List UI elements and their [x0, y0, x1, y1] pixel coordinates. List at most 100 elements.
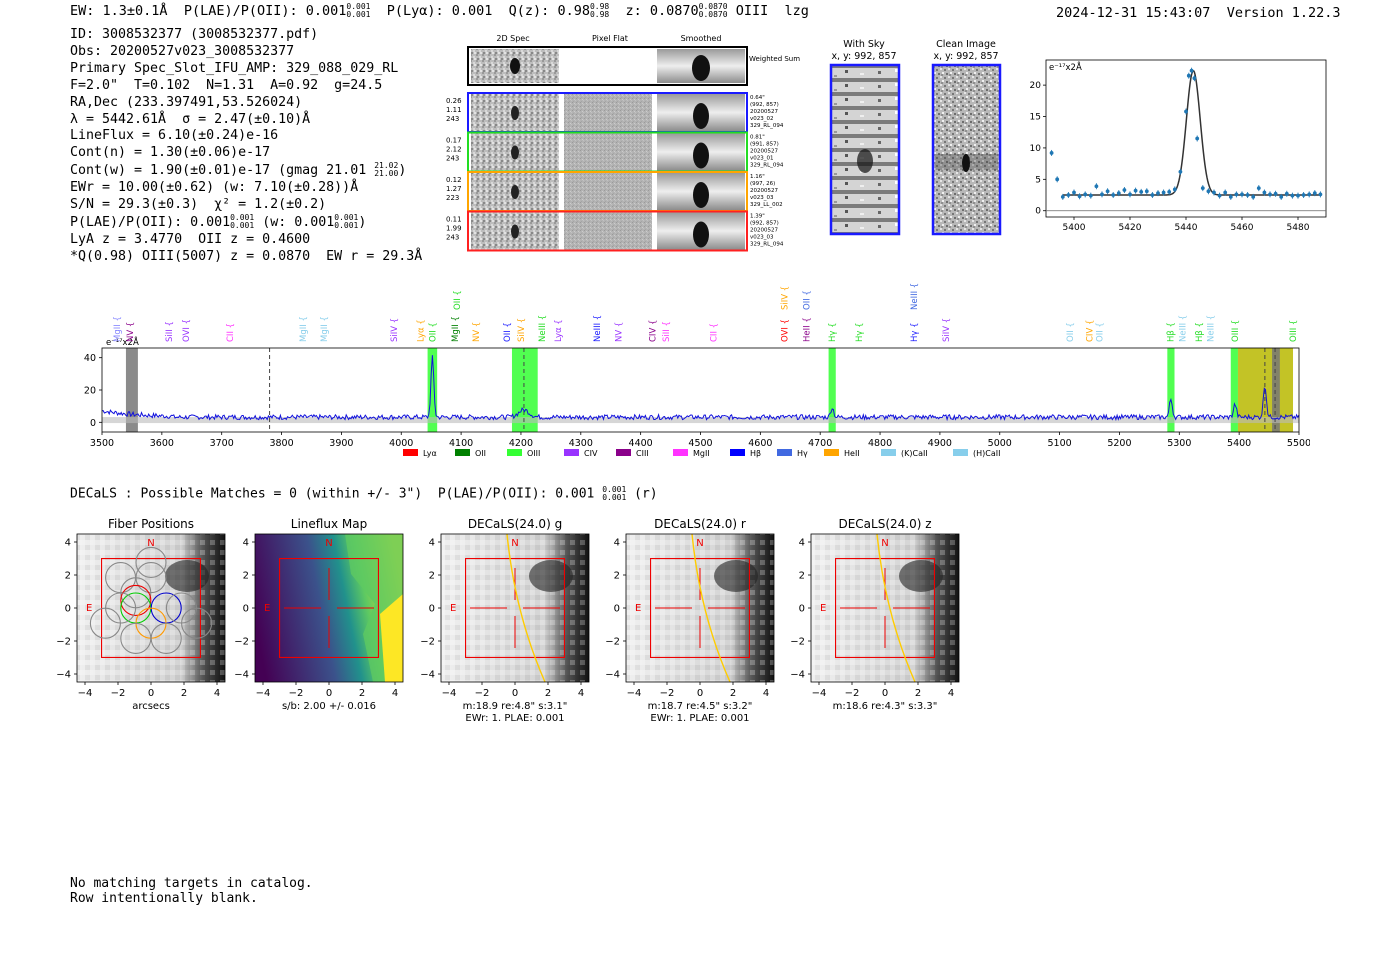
line-label: Hγ { — [828, 322, 838, 342]
zoom-data-point — [1150, 192, 1155, 199]
panel-xtick-label: −2 — [475, 688, 490, 699]
panel-ytick-label: 0 — [429, 604, 435, 615]
zoom-data-point — [1256, 185, 1261, 192]
panel-ytick-label: 2 — [243, 571, 249, 582]
info-contn: Cont(n) = 1.30(±0.06)e-17 — [70, 145, 271, 161]
svg-text:CIV: CIV — [584, 449, 598, 458]
full-xtick-label: 4000 — [389, 438, 413, 449]
panel-title: DECaLS(24.0) g — [468, 517, 562, 531]
svg-text:OIII: OIII — [527, 449, 540, 458]
version-stamp: 2024-12-31 15:43:07 Version 1.22.3 — [1056, 5, 1341, 21]
cutout-meta: 20200527 — [750, 149, 778, 155]
zoom-data-point — [1184, 108, 1188, 115]
panel-ytick-label: 2 — [429, 571, 435, 582]
line-label: NeIII { — [1206, 315, 1216, 342]
info-contw: Cont(w) = 1.90(±0.01)e-17 (gmag 21.01 21… — [70, 161, 407, 179]
line-label: OVI { — [182, 319, 192, 342]
svg-text:(H)CaII: (H)CaII — [973, 449, 1000, 458]
version: Version 1.22.3 — [1226, 5, 1341, 21]
panel-title: DECaLS(24.0) z — [838, 517, 931, 531]
with-sky-title: With Sky — [843, 39, 885, 50]
line-label: CII { — [710, 323, 720, 342]
zoom-data-point — [1318, 191, 1323, 198]
full-xtick-label: 5000 — [988, 438, 1012, 449]
panel-ytick-label: −4 — [56, 670, 71, 681]
cutout-meta: (992, 857) — [750, 221, 779, 227]
compass-east: E — [450, 603, 456, 614]
zoom-ytick-label: 5 — [1035, 175, 1041, 185]
zoom-data-point — [1206, 188, 1211, 195]
panel-ytick-label: 4 — [799, 538, 805, 549]
info-params: F=2.0" T=0.102 N=1.31 A=0.92 g=24.5 — [70, 77, 383, 93]
image-panel: Fiber Positions N E 4 2 0 −2 −4 −4 −2 0 2 4 arcsecs — [56, 517, 226, 712]
zoom-xtick-label: 5480 — [1287, 223, 1310, 232]
panel-ytick-label: −4 — [790, 670, 805, 681]
compass-east: E — [264, 603, 270, 614]
full-legend: Lyα OII OIII CIV CIII MgII Hβ Hγ HeII (K)CaII (H)C… — [403, 449, 1000, 458]
info-lambda: λ = 5442.61Å σ = 2.47(±0.10)Å — [70, 111, 311, 127]
panel-ytick-label: −2 — [605, 637, 620, 648]
cutout-meta: (991, 857) — [750, 142, 779, 148]
ew-value: EW: 1.3±0.1Å — [70, 3, 168, 19]
panel-caption: m:18.6 re:4.3" s:3.3" — [833, 701, 938, 712]
panel-xtick-label: 2 — [181, 688, 187, 699]
svg-text:(K)CaII: (K)CaII — [901, 449, 928, 458]
svg-text:Hβ: Hβ — [750, 449, 761, 458]
info-plae: P(LAE)/P(OII): 0.0010.001 0.001 (w: 0.001… — [70, 212, 367, 230]
line-label: SiIV { — [517, 318, 527, 342]
zoom-data-point — [1186, 72, 1191, 79]
cutout-meta: v023_01 — [750, 156, 774, 162]
image-panel: DECaLS(24.0) z N E 4 2 0 −2 −4 −4 −2 0 2 4 m:18.6 re:… — [790, 517, 960, 712]
info-lineflux: LineFlux = 6.10(±0.24)e-16 — [70, 128, 279, 144]
ellipse-arc — [876, 533, 916, 683]
full-xtick-label: 4700 — [808, 438, 832, 449]
panel-caption-2: EWr: 1. PLAE: 0.001 — [465, 713, 564, 724]
col-title-pixel-flat: Pixel Flat — [592, 34, 628, 43]
zoom-data-point — [1111, 192, 1116, 199]
zoom-data-point — [1178, 168, 1183, 175]
spectrum-line — [101, 355, 1300, 422]
zoom-data-point — [1234, 191, 1239, 198]
compass-east: E — [635, 603, 641, 614]
image-panel: Lineflux Map N E 4 2 0 −2 −4 −4 −2 0 2 4 s/b: 2.00 +/… — [234, 517, 404, 712]
panel-ytick-label: −2 — [420, 637, 435, 648]
cutout-row-frame — [467, 210, 748, 252]
panel-ytick-label: 0 — [243, 604, 249, 615]
footer-line-2: Row intentionally blank. — [70, 891, 258, 906]
zoom-data-point — [1296, 192, 1300, 199]
aperture-box — [101, 558, 201, 658]
line-label: CIV { — [649, 320, 659, 342]
zoom-ytick-label: 15 — [1030, 113, 1041, 123]
zoom-data-point — [1200, 185, 1205, 192]
zoom-data-point — [1128, 191, 1132, 198]
panel-ytick-label: 0 — [614, 604, 620, 615]
cutout-stat: 243 — [446, 115, 459, 123]
cutout-stat: 0.26 — [446, 97, 462, 105]
flag: lzg — [784, 3, 809, 19]
zoom-ytick-label: 0 — [1035, 207, 1041, 217]
cutout-stat: 0.12 — [446, 176, 462, 184]
line-name: OIII — [735, 3, 769, 19]
zoom-plot-frame — [1045, 59, 1327, 218]
legend-item: OII — [455, 449, 486, 458]
line-label: OII { — [1096, 322, 1106, 342]
zoom-data-point — [1307, 191, 1312, 198]
line-label: Hγ { — [855, 322, 865, 342]
panel-ytick-label: 0 — [65, 604, 71, 615]
line-label: NV { — [472, 322, 482, 342]
zoom-data-point — [1284, 190, 1289, 197]
zoom-data-point — [1217, 192, 1222, 199]
panel-xtick-label: 0 — [512, 688, 518, 699]
aperture-box — [835, 558, 935, 658]
q-value: Q(z): 0.98 — [508, 3, 590, 19]
svg-text:HeII: HeII — [844, 449, 860, 458]
panel-title: Lineflux Map — [291, 517, 367, 531]
line-label: OII { — [1066, 322, 1076, 342]
full-xtick-label: 4600 — [748, 438, 772, 449]
panel-xtick-label: 2 — [730, 688, 736, 699]
zoom-ytick-label: 10 — [1030, 144, 1042, 154]
panel-xtick-label: −2 — [660, 688, 675, 699]
panel-xtick-label: −4 — [78, 688, 93, 699]
zoom-xtick-label: 5420 — [1119, 223, 1142, 232]
